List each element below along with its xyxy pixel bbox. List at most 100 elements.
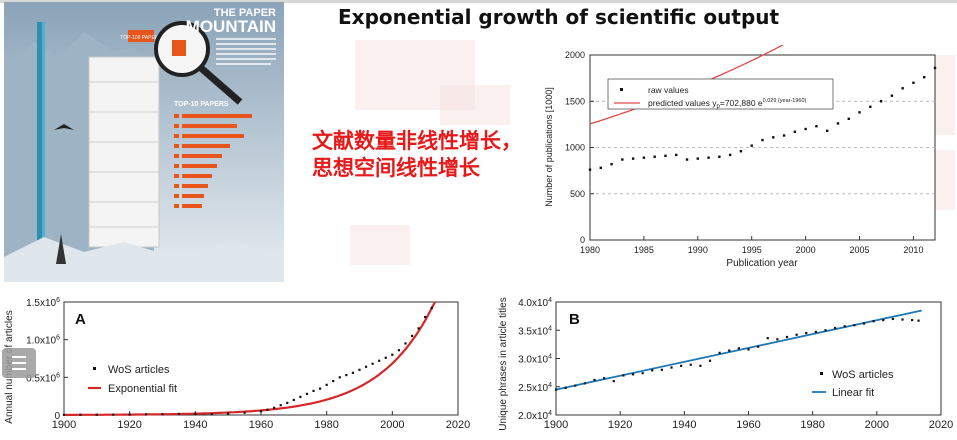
raw-value-point — [804, 127, 807, 131]
wos-article-point — [371, 362, 374, 365]
wos-article-point — [747, 348, 750, 351]
wos-article-point — [227, 412, 230, 415]
wos-article-point — [391, 353, 394, 356]
wos-article-point — [891, 317, 894, 321]
raw-value-point — [858, 111, 861, 114]
raw-value-point — [599, 166, 602, 170]
legend-wos-articles: WoS articles — [832, 369, 894, 381]
x-tick-label: 2010 — [903, 245, 923, 255]
x-tick-label: 1920 — [117, 419, 141, 431]
y-tick-label: 2000 — [565, 50, 585, 60]
wos-article-point — [345, 373, 348, 377]
exponential-fit-curve — [64, 301, 436, 416]
menu-button[interactable] — [2, 348, 36, 378]
x-tick-label: 1960 — [249, 419, 273, 431]
wos-article-point — [651, 369, 654, 372]
bg-decoration — [350, 225, 410, 265]
wos-article-point — [312, 389, 315, 392]
raw-value-point — [815, 125, 818, 128]
wos-article-point — [338, 376, 341, 379]
wos-article-point — [834, 326, 837, 330]
wos-article-point — [901, 318, 904, 321]
raw-value-point — [869, 105, 872, 108]
y-axis-label: Number of publications [1000] — [544, 87, 554, 207]
poster-title-line-2: MOUNTAIN — [186, 17, 276, 36]
x-tick-label: 1980 — [314, 419, 338, 431]
wos-article-point — [785, 335, 789, 339]
wos-article-point — [299, 395, 302, 399]
x-axis-label: Publication year — [726, 258, 798, 269]
wos-article-point — [583, 382, 586, 385]
wos-article-point — [631, 373, 635, 376]
x-tick-label: 1940 — [183, 419, 207, 431]
legend-point-marker — [620, 88, 623, 91]
x-tick-label: 1980 — [800, 419, 824, 431]
x-tick-label: 1960 — [736, 419, 760, 431]
x-tick-label: 2020 — [929, 419, 953, 431]
x-tick-label: 1985 — [634, 245, 654, 255]
raw-value-point — [588, 168, 592, 171]
paper-pile-base — [4, 237, 284, 282]
wos-article-point — [776, 338, 779, 341]
wos-article-point — [737, 347, 740, 350]
y-tick-label: 2.0x104 — [518, 410, 552, 422]
linear-fit-line — [555, 309, 922, 391]
wos-article-point — [814, 330, 817, 334]
legend-predicted-values: predicted values yp=702,880 e0.029 (year… — [648, 98, 807, 110]
wos-article-point — [603, 377, 606, 380]
wos-article-point — [689, 363, 692, 366]
wos-article-point — [397, 349, 400, 352]
wos-article-point — [574, 384, 577, 387]
raw-value-point — [750, 144, 753, 147]
wos-article-point — [824, 329, 827, 332]
raw-value-point — [772, 136, 775, 139]
plot-frame — [63, 301, 459, 416]
legend-box — [607, 78, 834, 110]
x-tick-label: 1920 — [608, 419, 632, 431]
wos-article-point — [79, 413, 82, 416]
wos-article-point — [259, 410, 263, 413]
raw-value-point — [923, 76, 926, 79]
legend-exponential-fit: Exponential fit — [108, 383, 177, 395]
raw-value-point — [847, 117, 850, 121]
paper-mountain-infographic: TOP-100 PAPERS THE PAPER MOUNTAIN TOP-10… — [4, 2, 284, 282]
chart-b-unique-phrases: 2.0x104 2.5x104 3.0x104 3.5x104 4.0x104 1900… — [498, 297, 953, 431]
wos-article-point — [410, 334, 414, 337]
wos-article-point — [554, 388, 558, 391]
wos-article-point — [378, 359, 381, 362]
wos-article-point — [641, 372, 644, 375]
wos-articles-points — [62, 306, 433, 416]
wos-article-point — [62, 413, 66, 416]
panel-label-a: A — [75, 311, 86, 328]
wos-articles-points — [554, 317, 920, 391]
wos-article-point — [292, 398, 295, 402]
legend: WoS articles Linear fit — [812, 369, 894, 399]
wos-article-point — [882, 318, 885, 322]
raw-value-point — [642, 156, 646, 159]
raw-value-point — [621, 158, 624, 161]
x-tick-label: 2000 — [380, 419, 404, 431]
wos-article-point — [351, 371, 355, 374]
wos-article-point — [266, 408, 269, 411]
wos-article-point — [384, 356, 387, 359]
wos-article-point — [319, 387, 322, 390]
x-tick-label: 1980 — [580, 245, 600, 255]
y-tick-label: 0 — [54, 411, 60, 422]
wos-article-point — [872, 320, 875, 323]
wos-article-point — [286, 401, 289, 405]
x-tick-label: 1900 — [544, 419, 568, 431]
wos-article-point — [862, 322, 866, 325]
wos-article-point — [805, 331, 808, 335]
raw-value-point — [696, 157, 700, 160]
bg-decoration — [440, 85, 510, 125]
raw-value-point — [728, 153, 732, 157]
raw-value-point — [739, 150, 743, 153]
wos-article-point — [273, 406, 276, 409]
raw-value-point — [675, 153, 678, 157]
height-bar-highlight — [42, 22, 45, 262]
legend: raw values predicted values yp=702,880 e… — [607, 78, 834, 110]
y-tick-label: 4.0x104 — [518, 297, 552, 309]
raw-value-point — [825, 129, 829, 133]
menu-icon-bar — [12, 362, 26, 364]
y-tick-label: 1000 — [565, 143, 585, 153]
